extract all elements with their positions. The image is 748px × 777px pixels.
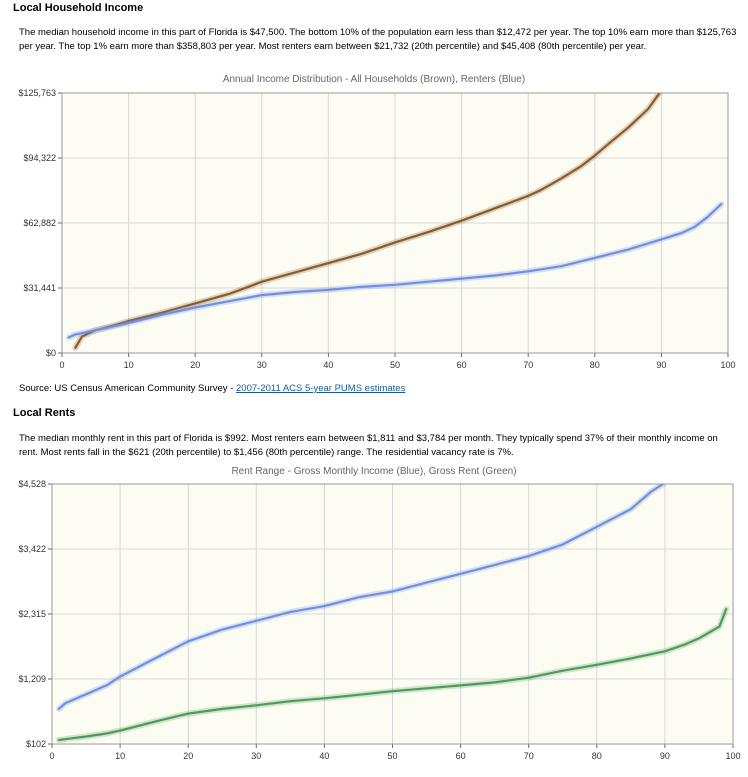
rent-chart-x-tick-label: 40 (319, 751, 329, 761)
rent-chart-y-tick-label: $3,422 (18, 544, 46, 554)
income-chart-x-tick-label: 60 (457, 360, 467, 370)
rent-chart-x-tick-label: 80 (592, 751, 602, 761)
rent-chart-x-tick-label: 50 (387, 751, 397, 761)
rent-chart-title: Rent Range - Gross Monthly Income (Blue)… (231, 466, 517, 477)
rent-chart-x-tick-label: 60 (456, 751, 466, 761)
income-chart-x-tick-label: 40 (323, 360, 333, 370)
income-chart-series-0-line (74, 93, 661, 349)
income-chart-x-tick-label: 20 (190, 360, 200, 370)
rents-section-heading: Local Rents (13, 407, 76, 419)
rent-chart-y-tick-label: $1,209 (18, 674, 46, 684)
rent-chart-x-tick-label: 30 (251, 751, 261, 761)
rent-chart-y-tick-label: $4,528 (18, 479, 46, 489)
income-chart-x-tick-label: 50 (390, 360, 400, 370)
source-prefix: Source: US Census American Community Sur… (19, 383, 236, 394)
income-source: Source: US Census American Community Sur… (19, 383, 405, 394)
rent-chart-x-tick-label: 0 (49, 751, 54, 761)
income-section-heading: Local Household Income (13, 2, 144, 14)
rent-chart-y-tick-label: $2,315 (18, 609, 46, 619)
rent-chart: 0 10 20 30 40 50 60 70 80 90 100 $102 $1,209 $2,315 $3… (18, 479, 740, 761)
rent-chart-series-0-line (57, 484, 665, 710)
rent-chart-x-tick-label: 70 (524, 751, 534, 761)
income-description: The median household income in this part… (19, 27, 737, 52)
rent-chart-y-tick-label: $102 (26, 739, 46, 749)
rent-chart-x-tick-label: 90 (660, 751, 670, 761)
rent-chart-x-tick-label: 10 (115, 751, 125, 761)
income-chart-plot-frame (61, 92, 729, 354)
income-chart: 0 10 20 30 40 50 60 70 80 90 100 $0 $31,441 $62,882 $9… (18, 88, 735, 370)
income-chart-y-tick-label: $94,322 (23, 153, 56, 163)
rent-chart-plot-frame (51, 483, 734, 745)
rents-description: The median monthly rent in this part of … (19, 433, 718, 458)
income-chart-y-tick-label: $31,441 (23, 283, 56, 293)
income-chart-x-tick-label: 90 (656, 360, 666, 370)
income-chart-x-tick-label: 70 (523, 360, 533, 370)
income-chart-series-1-line (67, 202, 723, 339)
acs-pums-link[interactable]: 2007-2011 ACS 5-year PUMS estimates (236, 383, 406, 394)
income-chart-y-tick-label: $0 (46, 348, 56, 358)
income-chart-x-tick-label: 30 (257, 360, 267, 370)
income-chart-x-tick-label: 80 (590, 360, 600, 370)
rent-chart-x-tick-label: 20 (183, 751, 193, 761)
income-chart-y-tick-label: $62,882 (23, 218, 56, 228)
income-chart-x-tick-label: 10 (124, 360, 134, 370)
rent-chart-x-tick-label: 100 (725, 751, 740, 761)
income-chart-y-tick-label: $125,763 (18, 88, 56, 98)
income-chart-title: Annual Income Distribution - All Househo… (222, 74, 526, 85)
rent-chart-series-1-line (57, 607, 728, 742)
income-chart-x-tick-label: 0 (59, 360, 64, 370)
income-chart-x-tick-label: 100 (720, 360, 735, 370)
